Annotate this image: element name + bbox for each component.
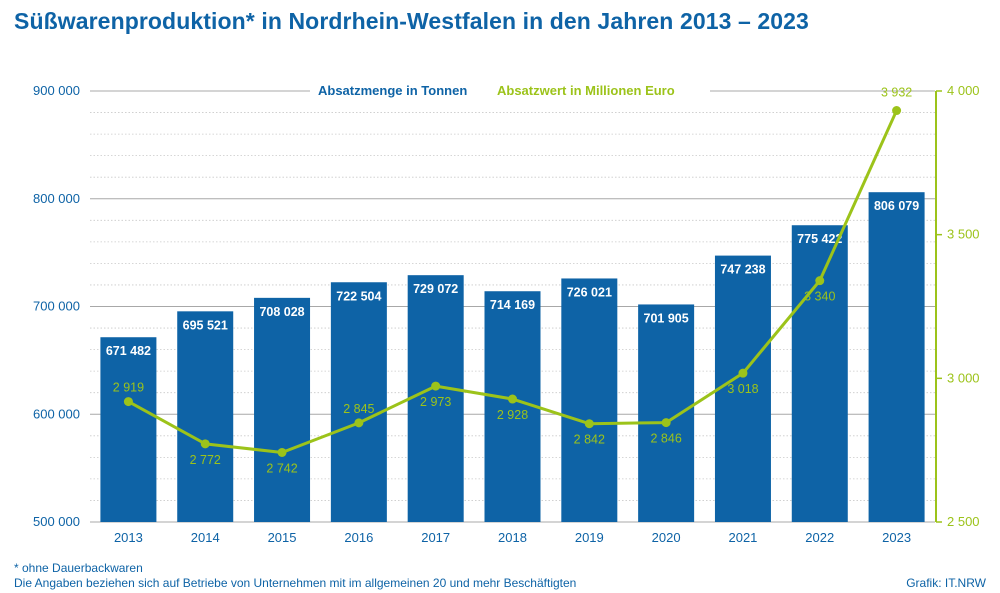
bar-value-label: 726 021 xyxy=(567,285,612,299)
line-point xyxy=(892,106,902,116)
bar-value-label: 747 238 xyxy=(720,263,765,277)
bar-value-label: 775 422 xyxy=(797,232,842,246)
line-point xyxy=(123,397,133,407)
line-value-label: 2 842 xyxy=(574,433,605,447)
bar-series xyxy=(100,192,925,522)
source-credit: Grafik: IT.NRW xyxy=(906,576,986,590)
line-value-label: 3 932 xyxy=(881,86,912,100)
legend-background xyxy=(310,80,710,102)
bar xyxy=(407,275,464,522)
bar xyxy=(714,255,771,522)
y-axis-left: 500 000 600 000 700 000 800 000 900 000 xyxy=(33,83,80,529)
y-right-tick-label: 3 000 xyxy=(947,370,980,385)
x-tick-label: 2015 xyxy=(268,530,297,545)
legend-item-absatzmenge: Absatzmenge in Tonnen xyxy=(318,83,467,98)
bar-value-label: 701 905 xyxy=(644,311,689,325)
line-point xyxy=(738,368,748,378)
bar-value-label: 729 072 xyxy=(413,282,458,296)
line-value-label: 2 928 xyxy=(497,408,528,422)
bar-value-labels: 671 482 695 521 708 028 722 504 729 072 714 1… xyxy=(106,199,919,358)
x-tick-label: 2018 xyxy=(498,530,527,545)
bar-value-label: 708 028 xyxy=(259,305,304,319)
x-tick-label: 2013 xyxy=(114,530,143,545)
line-value-label: 2 973 xyxy=(420,395,451,409)
legend-item-absatzwert: Absatzwert in Millionen Euro xyxy=(497,83,675,98)
x-tick-label: 2019 xyxy=(575,530,604,545)
bar-value-label: 671 482 xyxy=(106,344,151,358)
bar xyxy=(484,291,541,522)
line-point xyxy=(661,418,671,428)
bar-value-label: 695 521 xyxy=(183,318,228,332)
footnote: * ohne Dauerbackwaren xyxy=(14,561,143,575)
line-point xyxy=(508,394,517,404)
bar xyxy=(177,311,234,522)
line-point xyxy=(431,381,441,391)
line-value-label: 3 018 xyxy=(727,382,758,396)
x-tick-label: 2014 xyxy=(191,530,220,545)
bar-value-label: 806 079 xyxy=(874,199,919,213)
x-tick-label: 2021 xyxy=(728,530,757,545)
bar xyxy=(330,282,387,522)
x-tick-label: 2022 xyxy=(805,530,834,545)
line-value-labels: 2 919 2 772 2 742 2 845 2 973 2 928 2 842 2 846… xyxy=(113,86,913,476)
line-value-label: 2 742 xyxy=(266,461,297,475)
data-note: Die Angaben beziehen sich auf Betriebe v… xyxy=(14,576,577,590)
x-tick-label: 2023 xyxy=(882,530,911,545)
line-point xyxy=(815,276,825,286)
y-right-tick-label: 3 500 xyxy=(947,227,980,242)
y-left-tick-label: 500 000 xyxy=(33,514,80,529)
bar xyxy=(791,225,848,522)
y-left-tick-label: 600 000 xyxy=(33,406,80,421)
line-value-label: 2 772 xyxy=(190,453,221,467)
line-point xyxy=(584,419,594,429)
bar-value-label: 722 504 xyxy=(336,289,381,303)
legend: Absatzmenge in Tonnen Absatzwert in Milli… xyxy=(310,80,710,102)
bar xyxy=(868,192,925,522)
chart-title: Süßwarenproduktion* in Nordrhein-Westfal… xyxy=(14,8,809,34)
bar xyxy=(100,337,157,522)
x-axis: 2013 2014 2015 2016 2017 2018 2019 2020 2021 2022… xyxy=(114,530,911,545)
line-point xyxy=(354,418,364,428)
x-tick-label: 2017 xyxy=(421,530,450,545)
line-value-label: 3 340 xyxy=(804,290,835,304)
line-value-label: 2 919 xyxy=(113,381,144,395)
line-value-label: 2 845 xyxy=(343,402,374,416)
y-axis-right: 2 500 3 000 3 500 4 000 xyxy=(935,83,980,529)
bar-value-label: 714 169 xyxy=(490,298,535,312)
line-series xyxy=(123,106,902,457)
line-point xyxy=(277,447,287,457)
y-left-tick-label: 700 000 xyxy=(33,299,80,314)
y-right-tick-label: 2 500 xyxy=(947,514,980,529)
bar xyxy=(561,278,618,522)
line-point xyxy=(200,439,210,449)
y-left-tick-label: 900 000 xyxy=(33,83,80,98)
bar xyxy=(254,297,311,522)
bar xyxy=(638,304,695,522)
x-tick-label: 2020 xyxy=(652,530,681,545)
y-right-tick-label: 4 000 xyxy=(947,83,980,98)
x-tick-label: 2016 xyxy=(344,530,373,545)
y-left-tick-label: 800 000 xyxy=(33,191,80,206)
line-value-label: 2 846 xyxy=(650,432,681,446)
